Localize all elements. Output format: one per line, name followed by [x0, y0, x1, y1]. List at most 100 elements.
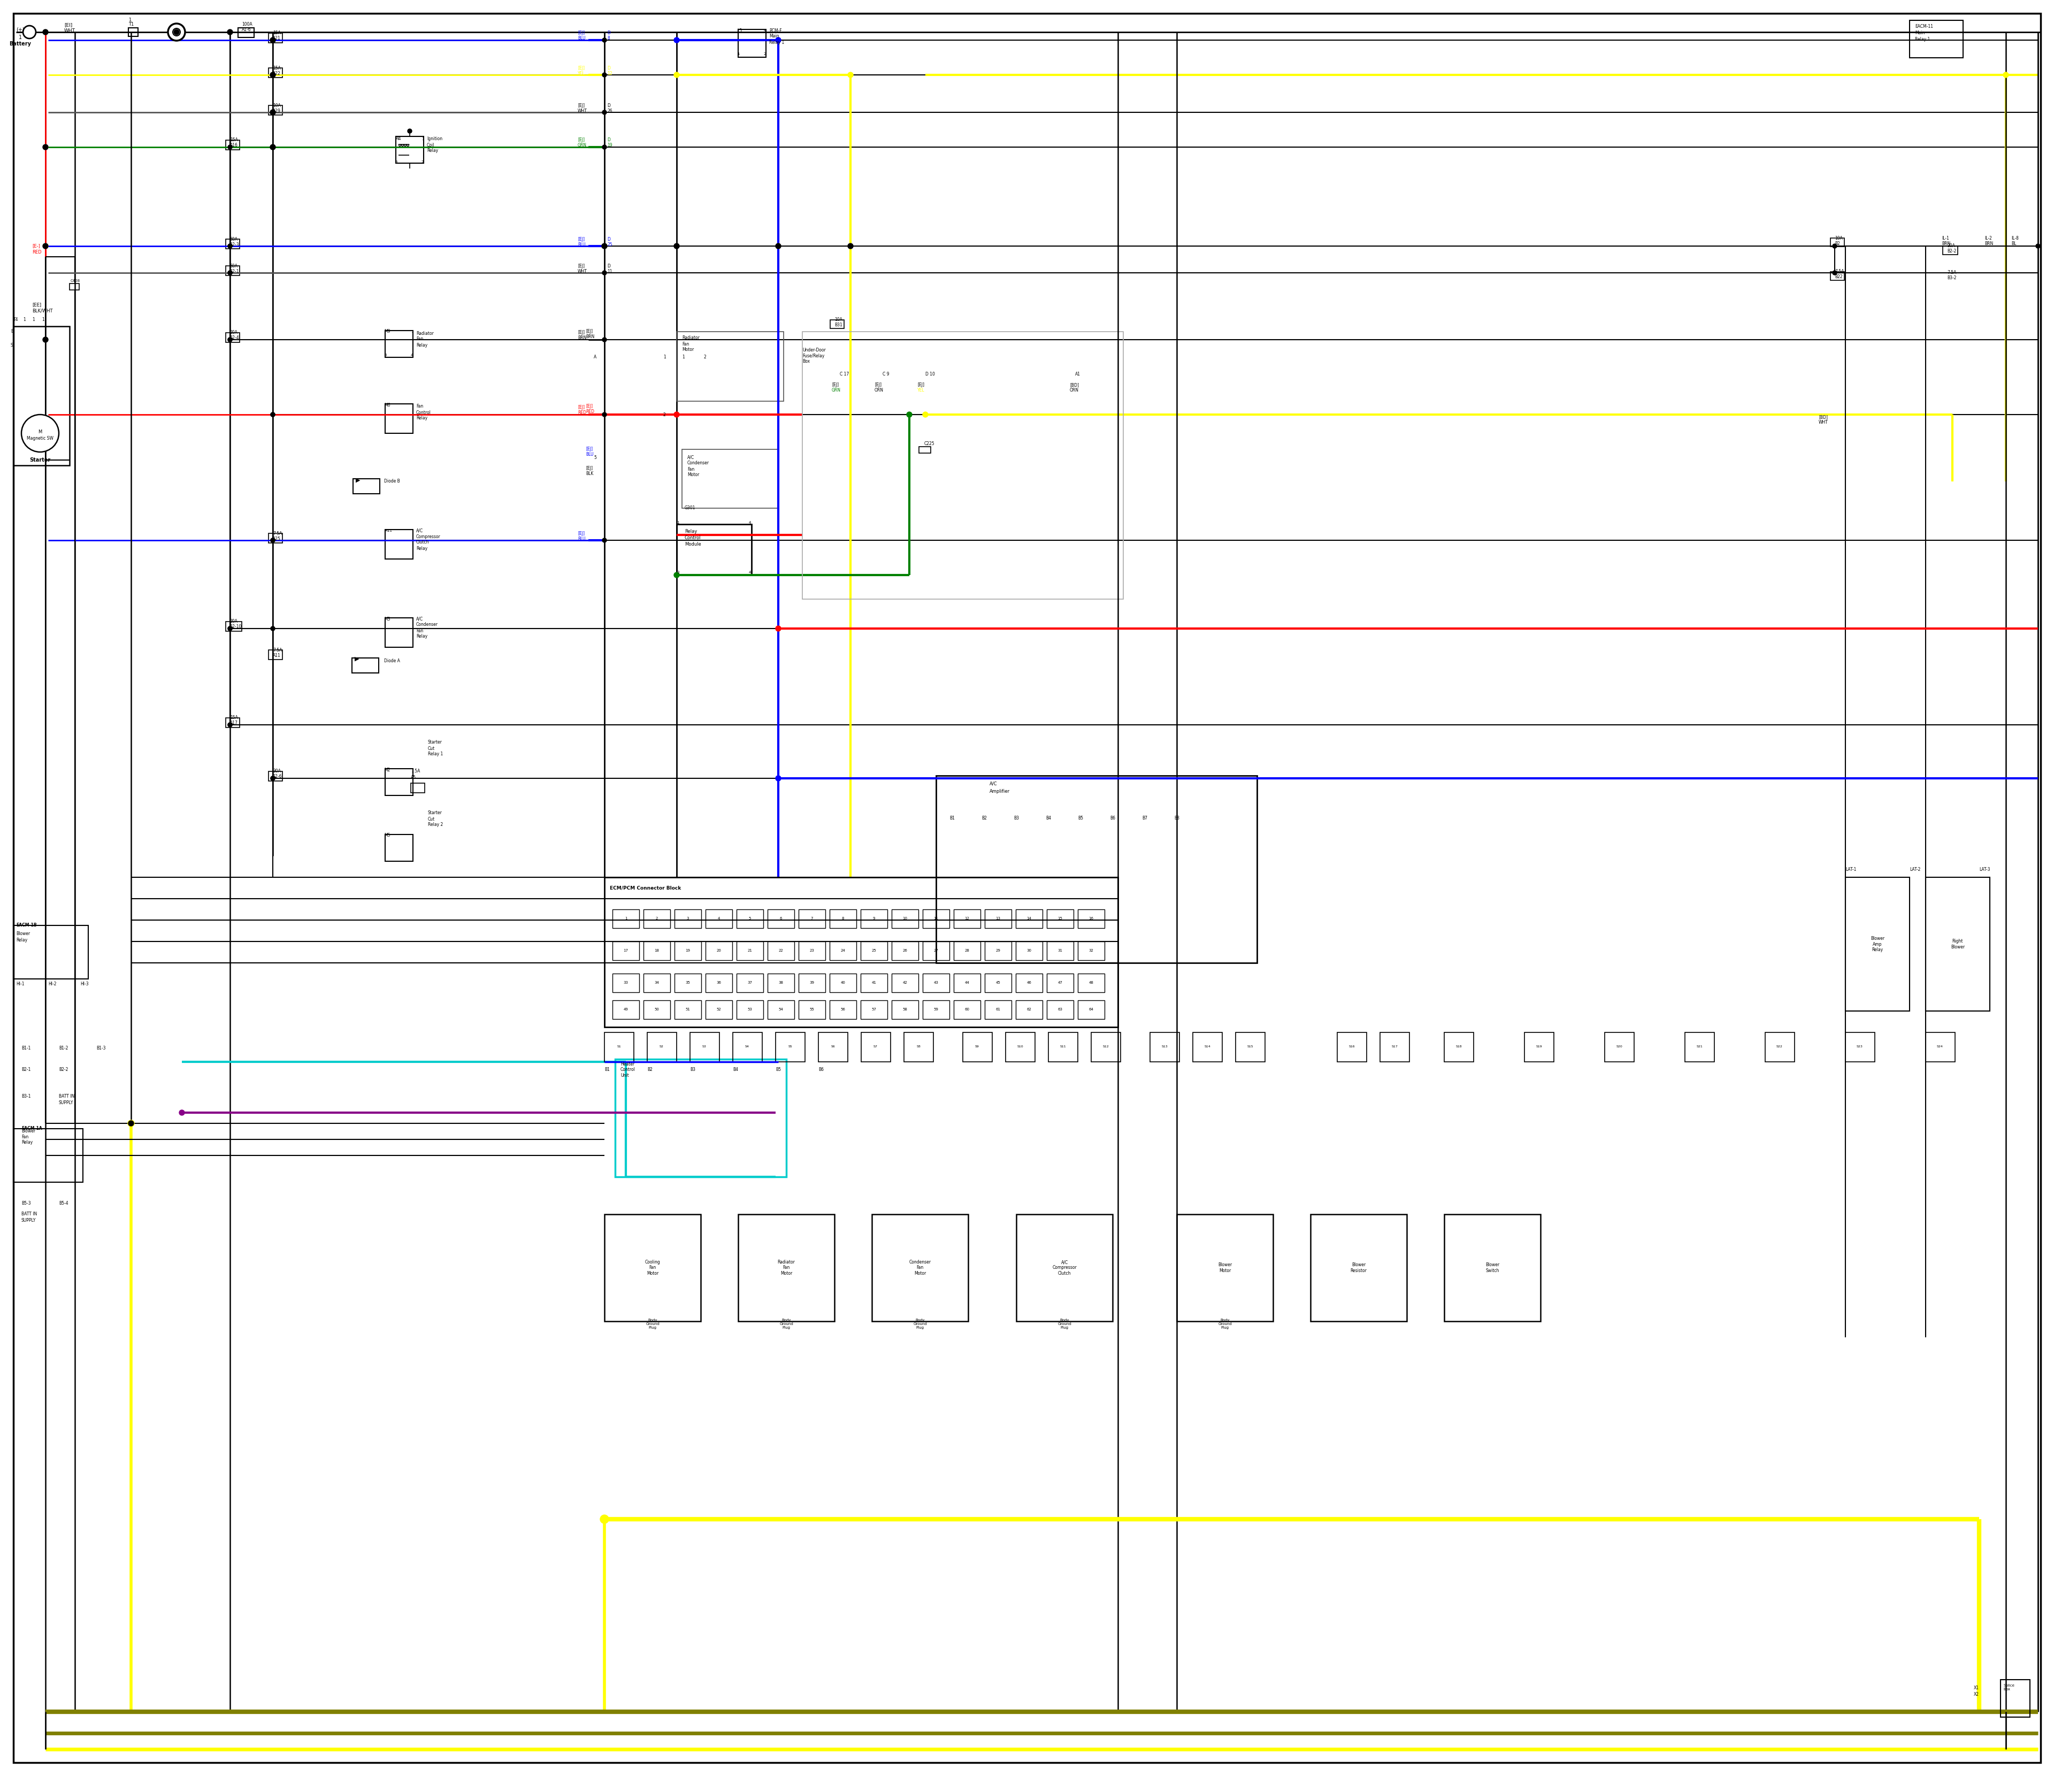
Text: 18: 18	[655, 950, 659, 952]
Circle shape	[23, 25, 35, 38]
Bar	[953, 941, 980, 961]
Text: 7.5A: 7.5A	[273, 647, 281, 652]
Text: BRN: BRN	[577, 335, 585, 340]
Text: Body
Ground
Plug: Body Ground Plug	[645, 1319, 659, 1330]
Text: 19: 19	[686, 950, 690, 952]
Text: Blower
Amp
Relay: Blower Amp Relay	[1871, 935, 1884, 952]
Text: A2-10: A2-10	[230, 625, 242, 629]
Text: Splice
Box: Splice Box	[2003, 1684, 2015, 1692]
Text: S19: S19	[1536, 1045, 1543, 1048]
Text: B5: B5	[1078, 815, 1082, 821]
Text: [EJ]: [EJ]	[577, 66, 585, 70]
Circle shape	[602, 538, 606, 543]
Text: [EJ]: [EJ]	[577, 330, 585, 335]
Text: Body
Ground
Plug: Body Ground Plug	[778, 1319, 793, 1330]
Text: 1: 1	[127, 18, 131, 23]
Text: 100A: 100A	[242, 22, 253, 27]
Text: 8: 8	[842, 918, 844, 919]
Text: A11: A11	[273, 652, 281, 658]
Text: S: S	[10, 342, 12, 348]
Text: D: D	[608, 30, 610, 36]
Text: 26: 26	[902, 950, 908, 952]
Text: 10A: 10A	[834, 317, 842, 323]
Text: 48: 48	[1089, 980, 1093, 984]
Text: ORN: ORN	[875, 389, 883, 392]
Text: 61: 61	[996, 1007, 1000, 1011]
Circle shape	[228, 271, 232, 274]
Circle shape	[600, 1514, 608, 1523]
Text: HI-2: HI-2	[47, 982, 55, 987]
Text: Relay: Relay	[684, 529, 696, 534]
Text: 4: 4	[750, 521, 752, 525]
Text: BLU: BLU	[577, 36, 585, 41]
Bar	[737, 1000, 764, 1020]
Text: Heater
Control
Unit: Heater Control Unit	[620, 1063, 635, 1077]
Text: B5-4: B5-4	[60, 1201, 68, 1206]
Text: S11: S11	[1060, 1045, 1066, 1048]
Bar	[1604, 1032, 1635, 1063]
Text: D: D	[608, 66, 610, 70]
Bar	[614, 1059, 787, 1177]
Bar	[70, 283, 80, 290]
Text: [BD]: [BD]	[1070, 383, 1078, 387]
Bar	[2001, 1679, 2029, 1717]
Text: 9: 9	[873, 918, 875, 919]
Text: SUPPLY: SUPPLY	[21, 1219, 37, 1224]
Text: Fan: Fan	[417, 405, 423, 409]
Bar	[705, 973, 733, 993]
Text: S15: S15	[1247, 1045, 1253, 1048]
Text: A2-1: A2-1	[230, 269, 240, 274]
Circle shape	[43, 244, 47, 249]
Text: Fan: Fan	[682, 342, 688, 346]
Bar	[737, 973, 764, 993]
Circle shape	[602, 73, 606, 77]
Text: 15A: 15A	[230, 715, 238, 720]
Text: BLK/WHT: BLK/WHT	[33, 308, 53, 314]
Circle shape	[175, 29, 179, 34]
Bar	[269, 68, 283, 77]
Text: 1: 1	[23, 317, 25, 323]
Bar	[1091, 1032, 1121, 1063]
Text: BLK: BLK	[585, 471, 594, 477]
Bar	[737, 29, 766, 57]
Text: Fan: Fan	[688, 466, 694, 471]
Text: B7: B7	[1142, 815, 1148, 821]
Text: 30A: 30A	[273, 769, 281, 774]
Text: A1-6: A1-6	[242, 27, 251, 32]
Text: [EJ]: [EJ]	[577, 102, 585, 108]
Bar	[891, 941, 918, 961]
Text: YEL: YEL	[577, 72, 585, 75]
Bar	[674, 1000, 700, 1020]
Text: 33: 33	[624, 980, 629, 984]
Text: 4: 4	[411, 353, 413, 357]
Text: Starter: Starter	[427, 740, 442, 745]
Bar	[1927, 1032, 1955, 1063]
Bar	[1078, 941, 1105, 961]
Bar	[799, 973, 826, 993]
Text: X2: X2	[1974, 1692, 1980, 1697]
Text: 29: 29	[996, 950, 1000, 952]
Bar	[226, 333, 240, 342]
Text: 15A: 15A	[273, 66, 281, 70]
Text: 2: 2	[663, 412, 665, 418]
Bar	[1048, 1032, 1078, 1063]
Text: 1: 1	[18, 34, 23, 39]
Text: A2-4I: A2-4I	[230, 335, 240, 340]
Circle shape	[228, 337, 232, 342]
Text: HI-3: HI-3	[80, 982, 88, 987]
Text: [EJ]: [EJ]	[875, 383, 881, 387]
Bar	[768, 973, 795, 993]
Text: C 9: C 9	[883, 373, 889, 376]
Bar	[1078, 1000, 1105, 1020]
Circle shape	[228, 29, 232, 34]
Text: A/C: A/C	[990, 781, 998, 787]
Text: 3: 3	[676, 572, 680, 573]
Bar	[1078, 909, 1105, 928]
Text: 2: 2	[655, 918, 657, 919]
Text: B1-1: B1-1	[21, 1047, 31, 1050]
Text: BLU: BLU	[585, 452, 594, 457]
Text: S16: S16	[1349, 1045, 1356, 1048]
Text: 2: 2	[421, 161, 423, 163]
Text: [EJ]: [EJ]	[577, 263, 585, 269]
Circle shape	[271, 72, 275, 77]
